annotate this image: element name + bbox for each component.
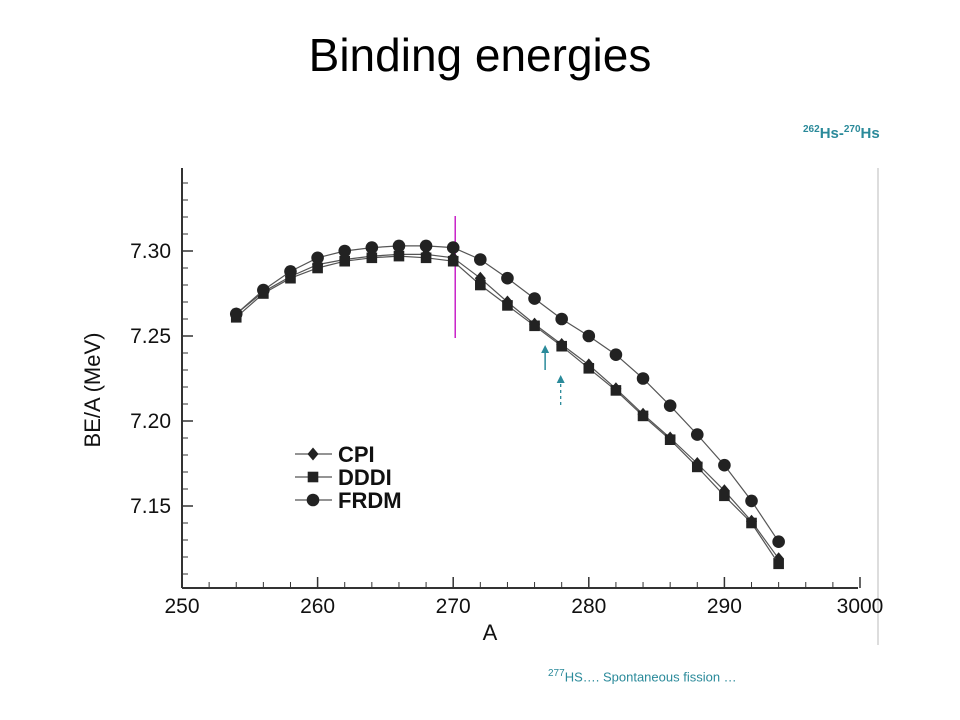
legend-marker-cpi (307, 447, 319, 461)
point-frdm (311, 251, 324, 265)
isotope-range-note: 262Hs-270Hs (803, 124, 880, 142)
legend-label-cpi: CPI (338, 442, 375, 467)
point-dddi (312, 262, 323, 274)
point-frdm (609, 348, 623, 362)
point-dddi (773, 558, 784, 570)
fission-note: 277HS…. Spontaneous fission … (548, 668, 737, 684)
point-frdm (555, 312, 568, 326)
legend-label-dddi: DDDI (338, 465, 392, 490)
point-dddi (502, 300, 513, 311)
point-frdm (718, 458, 731, 472)
isotope-symbol-end: Hs (860, 125, 880, 142)
chart-axes: 250 260 270 280 290 3000 7.15 7.20 7.25 7.30 A BE/A… (80, 168, 883, 645)
arrow-solid-head (541, 345, 550, 353)
legend-label-frdm: FRDM (338, 488, 402, 513)
point-frdm (772, 535, 785, 548)
x-tick-label: 260 (300, 595, 335, 618)
point-dddi (691, 461, 703, 473)
point-dddi (447, 255, 459, 267)
point-dddi (664, 434, 676, 445)
point-frdm (663, 399, 677, 413)
point-frdm (257, 283, 270, 297)
x-axis-title: A (483, 620, 498, 645)
chart-series (229, 239, 785, 570)
point-frdm (690, 428, 704, 441)
point-frdm (745, 494, 758, 508)
x-tick-label: 270 (436, 595, 471, 618)
legend-marker-frdm (306, 493, 320, 507)
x-tick-label: 280 (571, 595, 606, 618)
point-frdm (474, 253, 487, 266)
point-frdm (528, 292, 541, 305)
point-dddi (366, 252, 378, 264)
arrow-dashed-head (556, 375, 565, 383)
point-dddi (583, 363, 595, 374)
point-dddi (285, 272, 296, 284)
page-title: Binding energies (308, 29, 652, 81)
point-frdm (229, 307, 243, 321)
point-frdm (419, 239, 433, 253)
point-dddi (393, 250, 405, 262)
point-frdm (338, 244, 352, 258)
chart-markers (454, 216, 565, 405)
point-dddi (339, 255, 351, 267)
point-dddi (610, 385, 622, 396)
isotope-mass-end: 270 (843, 124, 861, 135)
fission-note-text: HS…. Spontaneous fission … (564, 669, 737, 685)
point-dddi (420, 252, 432, 264)
x-tick-label: 250 (164, 595, 199, 618)
fission-isotope-mass: 277 (548, 668, 565, 679)
point-dddi (475, 279, 486, 291)
point-frdm (636, 372, 650, 385)
point-frdm (582, 329, 596, 343)
point-frdm (284, 265, 297, 278)
point-dddi (637, 410, 649, 422)
y-tick-label: 7.25 (130, 325, 171, 348)
x-tick-label: 3000 (837, 595, 884, 618)
point-frdm (446, 241, 460, 254)
y-tick-label: 7.30 (130, 240, 171, 263)
point-frdm (501, 271, 514, 285)
point-frdm (365, 241, 379, 254)
y-axis-title: BE/A (MeV) (80, 333, 105, 448)
point-dddi (529, 320, 540, 332)
y-tick-label: 7.15 (130, 495, 171, 518)
legend-marker-dddi (307, 471, 319, 483)
isotope-mass-start: 262 (803, 124, 820, 135)
point-dddi (556, 340, 567, 352)
point-dddi (719, 490, 730, 502)
point-dddi (746, 517, 757, 529)
x-tick-label: 290 (707, 595, 742, 618)
y-tick-label: 7.20 (130, 410, 171, 433)
isotope-symbol-start: Hs- (819, 125, 844, 142)
point-frdm (392, 239, 406, 253)
